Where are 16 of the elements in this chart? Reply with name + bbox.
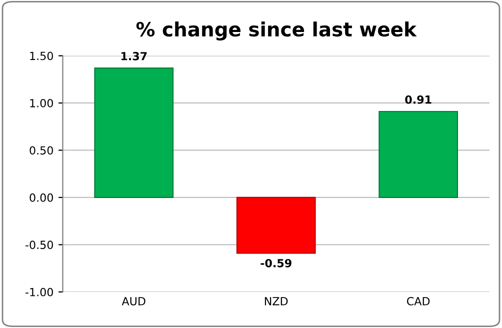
x-tick-label: NZD bbox=[264, 297, 288, 306]
data-label: 0.91 bbox=[405, 95, 432, 104]
y-tick-label: 1.00 bbox=[30, 98, 53, 108]
bar bbox=[236, 196, 316, 254]
chart-title: % change since last week bbox=[136, 22, 417, 41]
y-tick-label: -1.00 bbox=[26, 288, 53, 296]
x-tick-label: AUD bbox=[122, 297, 146, 306]
x-tick-label: CAD bbox=[407, 296, 430, 306]
y-tick-label: 0.00 bbox=[30, 193, 53, 202]
y-tick-label: 1.50 bbox=[30, 52, 53, 60]
bar bbox=[378, 110, 458, 198]
data-label: -0.59 bbox=[260, 258, 292, 268]
y-tick-label: 0.50 bbox=[30, 146, 53, 155]
bar bbox=[94, 67, 174, 198]
y-tick-label: -0.50 bbox=[26, 240, 53, 250]
data-label: 1.37 bbox=[121, 52, 147, 60]
